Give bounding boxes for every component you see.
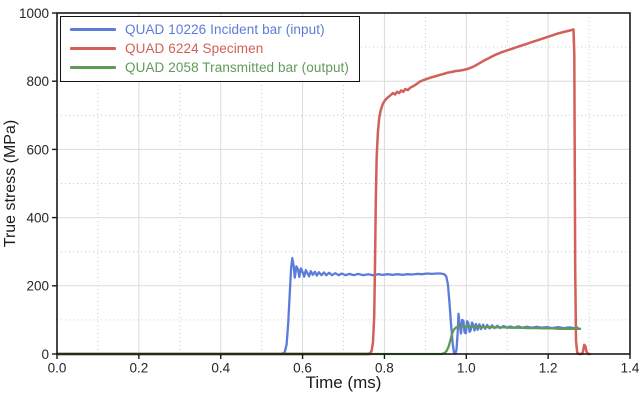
x-tick-label: 0.4 bbox=[211, 361, 230, 376]
x-tick-label: 0.0 bbox=[48, 361, 67, 376]
x-tick-label: 1.4 bbox=[621, 361, 640, 376]
legend-label: QUAD 2058 Transmitted bar (output) bbox=[125, 60, 350, 75]
x-tick-label: 0.8 bbox=[375, 361, 394, 376]
legend-line-swatch bbox=[70, 28, 116, 31]
legend-label: QUAD 10226 Incident bar (input) bbox=[125, 22, 325, 37]
y-tick-label: 1000 bbox=[19, 6, 49, 21]
y-axis-title: True stress (MPa) bbox=[2, 119, 19, 248]
legend-line-swatch bbox=[70, 66, 116, 69]
series-line-2 bbox=[55, 325, 582, 356]
x-tick-label: 0.2 bbox=[129, 361, 148, 376]
y-tick-label: 400 bbox=[26, 210, 49, 225]
x-tick-label: 1.0 bbox=[457, 361, 476, 376]
y-tick-label: 0 bbox=[41, 347, 49, 362]
y-tick-label: 800 bbox=[26, 74, 49, 89]
x-tick-label: 1.2 bbox=[539, 361, 558, 376]
y-tick-label: 200 bbox=[26, 279, 49, 294]
x-tick-label: 0.6 bbox=[293, 361, 312, 376]
legend-item: QUAD 2058 Transmitted bar (output) bbox=[70, 58, 349, 77]
series-line-1 bbox=[55, 28, 592, 356]
legend-item: QUAD 6224 Specimen bbox=[70, 39, 349, 58]
legend-item: QUAD 10226 Incident bar (input) bbox=[70, 20, 349, 39]
legend-label: QUAD 6224 Specimen bbox=[125, 41, 264, 56]
legend-line-swatch bbox=[70, 47, 116, 50]
series-line-0 bbox=[55, 257, 579, 356]
x-axis-title: Time (ms) bbox=[305, 373, 382, 392]
y-tick-label: 600 bbox=[26, 142, 49, 157]
legend: QUAD 10226 Incident bar (input) QUAD 6224… bbox=[60, 16, 361, 82]
plot-frame bbox=[56, 12, 631, 355]
